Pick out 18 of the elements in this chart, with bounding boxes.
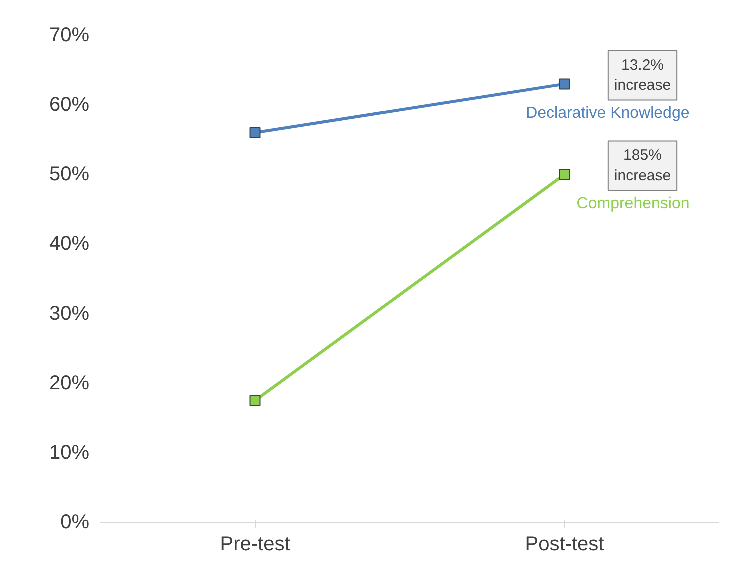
y-tick-label: 50%: [49, 164, 90, 186]
y-tick-label: 40%: [49, 233, 90, 256]
annotation: 185% increase: [614, 147, 672, 185]
point: [559, 78, 570, 90]
series-label: Comprehension: [576, 196, 690, 213]
annotation: 13.2% increase: [614, 56, 672, 94]
y-tick-label: 10%: [49, 442, 90, 464]
y-tick-label: 0%: [60, 512, 90, 534]
y-tick-label: 20%: [49, 372, 90, 394]
point: [559, 169, 570, 180]
y-tick-label: 30%: [49, 302, 90, 325]
x-tick-label: Pre-test: [220, 534, 291, 556]
x-tick-label: Post-test: [525, 534, 605, 556]
y-tick-label: 60%: [49, 94, 90, 116]
series-label: Declarative Knowledge: [526, 105, 690, 122]
y-tick-label: 70%: [49, 24, 90, 46]
point: [250, 127, 261, 138]
point: [250, 395, 261, 406]
